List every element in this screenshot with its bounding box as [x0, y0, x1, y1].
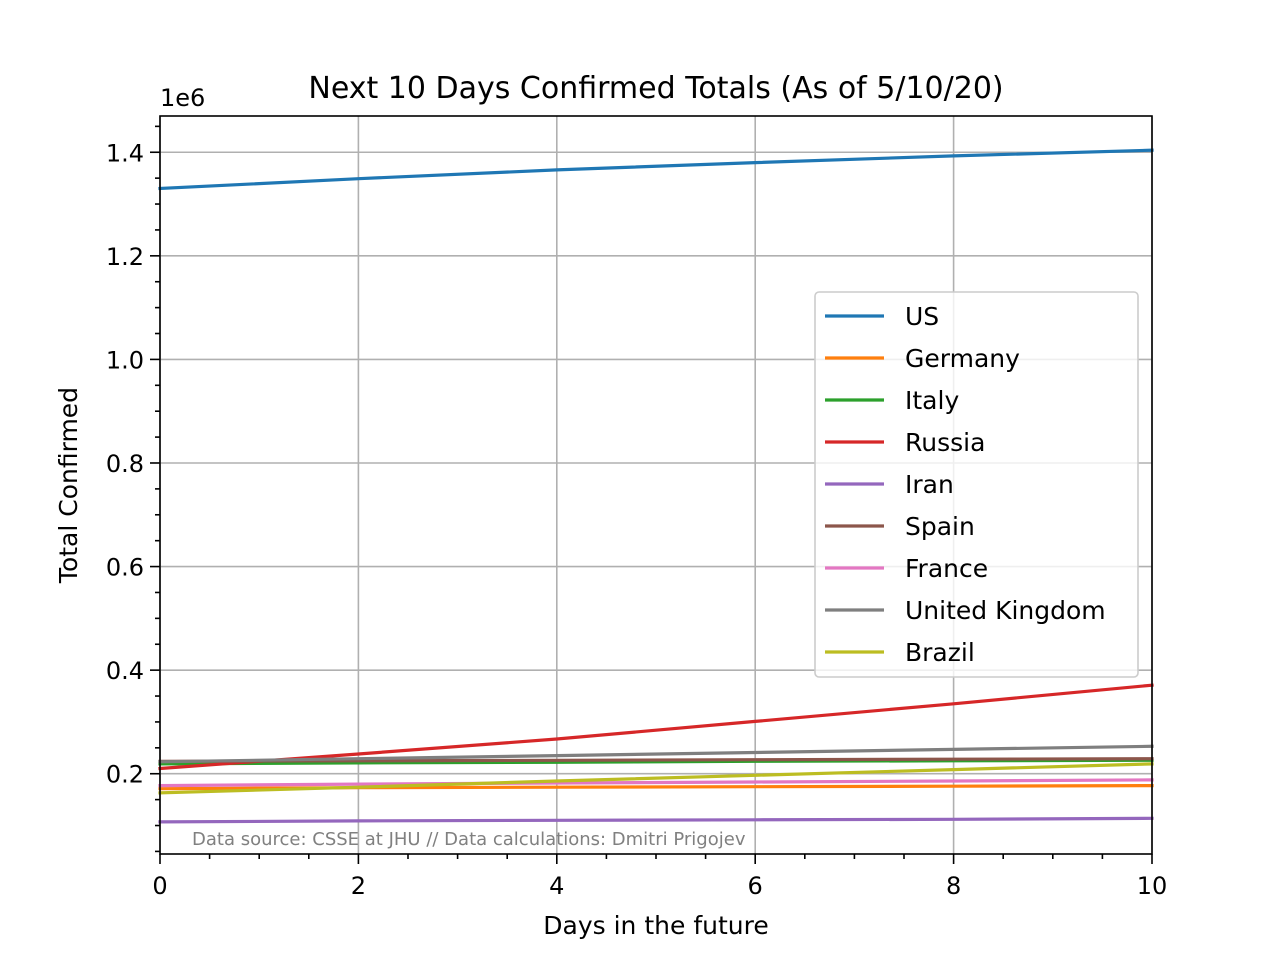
x-tick-label: 0	[152, 872, 167, 900]
series-line-us	[158, 148, 1154, 191]
legend-label-us: US	[905, 302, 939, 331]
series-line-iran	[158, 816, 1154, 824]
x-tick-label: 10	[1137, 872, 1168, 900]
legend-label-brazil: Brazil	[905, 638, 975, 667]
series-line-france	[158, 778, 1154, 788]
chart-title: Next 10 Days Confirmed Totals (As of 5/1…	[308, 71, 1003, 106]
legend-label-russia: Russia	[905, 428, 985, 457]
x-tick-label: 8	[946, 872, 961, 900]
legend-label-united-kingdom: United Kingdom	[905, 596, 1106, 625]
series-line-brazil	[158, 762, 1154, 795]
y-tick-label: 0.6	[106, 554, 144, 582]
legend-label-italy: Italy	[905, 386, 959, 415]
legend-label-spain: Spain	[905, 512, 975, 541]
legend-label-iran: Iran	[905, 470, 954, 499]
series-line-italy	[158, 758, 1154, 766]
x-tick-label: 6	[748, 872, 763, 900]
series-line-spain	[158, 757, 1154, 763]
y-tick-label: 0.8	[106, 450, 144, 478]
y-tick-label: 1.0	[106, 346, 144, 374]
data-source-note: Data source: CSSE at JHU // Data calcula…	[192, 829, 746, 850]
x-tick-label: 2	[351, 872, 366, 900]
x-tick-label: 4	[549, 872, 564, 900]
legend-label-germany: Germany	[905, 344, 1020, 373]
y-axis-offset-label: 1e6	[160, 84, 205, 112]
legend-box	[814, 291, 1139, 678]
x-axis-label: Days in the future	[543, 911, 768, 940]
legend: US Germany Italy Russia Iran Spain France Unite…	[814, 291, 1139, 678]
y-tick-label: 0.4	[106, 657, 144, 685]
axis-ticks: 0 2 4 6 8 10 0.2 0.4 0.6 0.8 1.0 1.2 1.4	[106, 125, 1168, 900]
legend-label-france: France	[905, 554, 988, 583]
series-line-russia	[158, 683, 1154, 771]
y-tick-label: 1.4	[106, 139, 144, 167]
series-line-united-kingdom	[158, 744, 1154, 764]
y-tick-label: 0.2	[106, 761, 144, 789]
y-tick-label: 1.2	[106, 243, 144, 271]
series-lines	[158, 148, 1154, 824]
y-axis-label: Total Confirmed	[54, 387, 83, 584]
